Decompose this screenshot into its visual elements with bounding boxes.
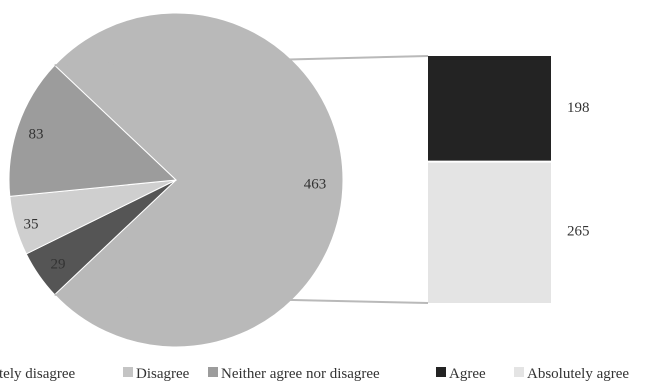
pie-label-disagree: 29 [51,256,66,272]
breakdown-bar [428,56,551,303]
pie-slice-absolutely-disagree [53,12,344,348]
bar-label-agree: 198 [567,100,590,116]
pie-slice-agree [8,64,178,197]
data-labels: 463 29 35 83 198 265 [24,100,590,272]
legend-label-agree: Agree [449,366,486,382]
legend-swatch-neither-agree-nor-disagree [208,367,218,377]
bar-segment-absolutely-agree [428,161,551,303]
legend: tely disagree Disagree Neither agree nor d… [0,366,629,382]
legend-label-neither-agree-nor-disagree: Neither agree nor disagree [221,366,380,382]
connector-line-top [54,55,429,67]
legend-swatch-agree [436,367,446,377]
pie-label-absolutely-disagree: 463 [304,176,327,192]
pie-label-neither-agree-nor-disagree: 35 [24,216,39,232]
pie-group [8,12,344,348]
legend-label-disagree: Disagree [136,366,190,382]
connector-lines [54,55,429,304]
pie-label-agree: 83 [29,126,44,142]
bar-segment-agree [428,56,551,162]
legend-label-absolutely-agree: Absolutely agree [527,366,629,382]
bar-label-absolutely-agree: 265 [567,224,590,240]
legend-swatch-absolutely-agree [514,367,524,377]
legend-swatch-disagree [123,367,133,377]
legend-label-absolutely-disagree: tely disagree [0,366,76,382]
connector-line-bottom [54,293,429,304]
